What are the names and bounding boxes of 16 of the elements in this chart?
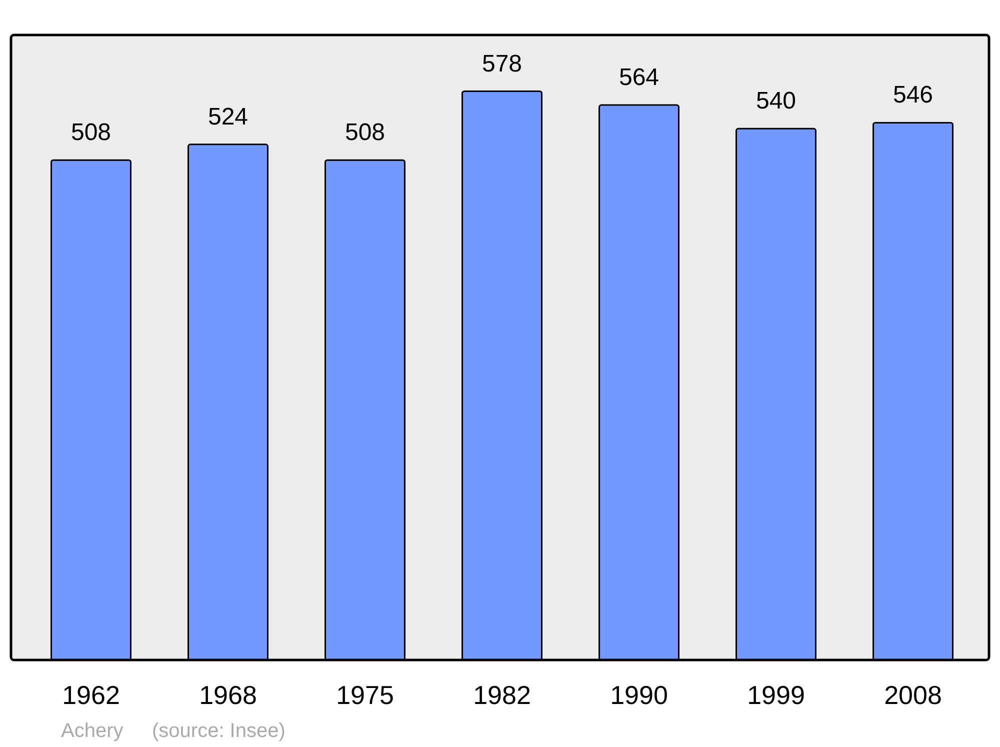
x-tick-label: 1999 [747, 680, 805, 710]
x-tick-label: 1968 [199, 680, 257, 710]
x-tick-label: 2008 [884, 680, 942, 710]
x-tick-label: 1962 [62, 680, 120, 710]
x-tick-label: 1990 [610, 680, 668, 710]
data-label: 564 [618, 64, 660, 92]
text: (source: Insee) [152, 720, 286, 742]
data-label: 508 [70, 119, 112, 146]
x-tick-label: 1982 [473, 680, 531, 710]
data-label: 540 [756, 88, 796, 115]
text: Achery [61, 720, 124, 742]
data-label: 524 [208, 103, 248, 130]
data-label: 546 [892, 82, 934, 109]
x-tick-label: 1975 [336, 680, 394, 710]
data-label: 578 [482, 50, 522, 78]
data-label: 508 [344, 119, 386, 146]
